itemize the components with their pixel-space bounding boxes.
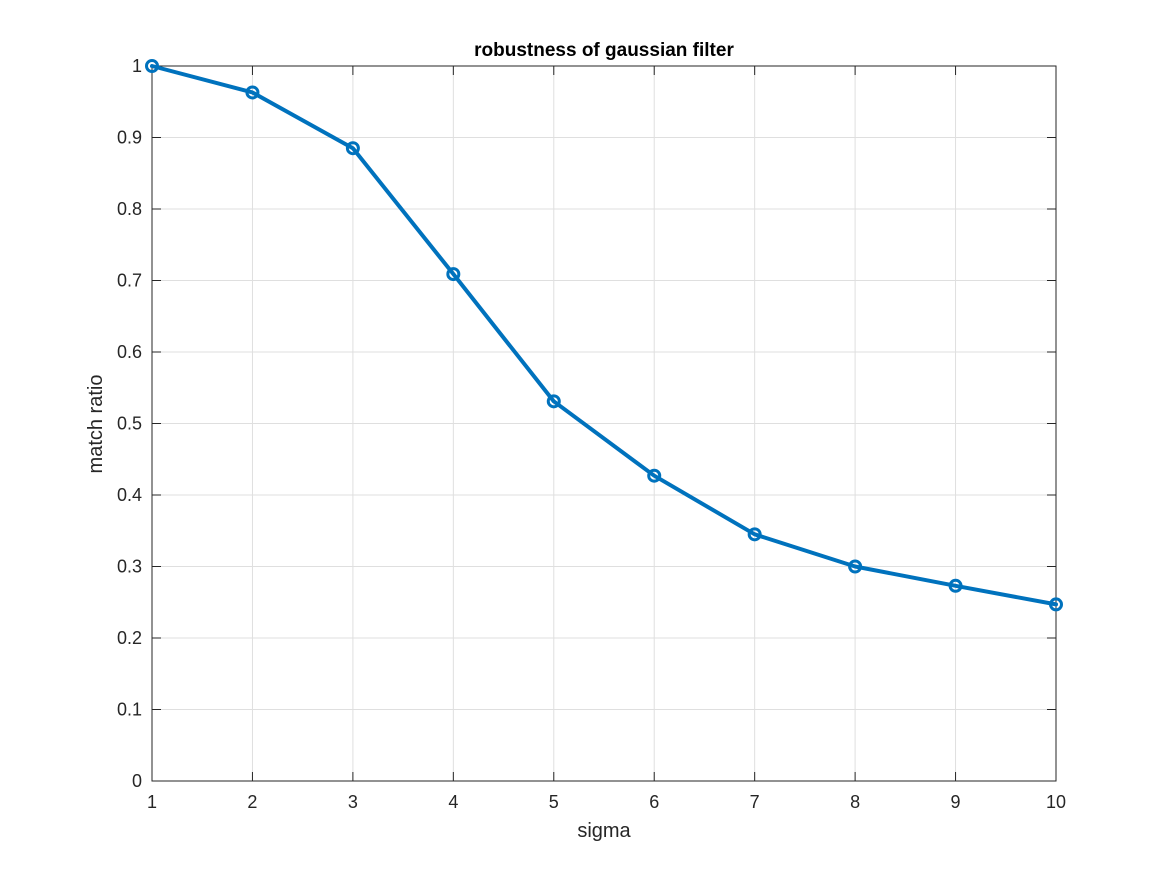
- data-point: [948, 578, 963, 593]
- x-tick-label: 1: [147, 792, 157, 812]
- data-point: [747, 527, 762, 542]
- x-tick-label: 7: [750, 792, 760, 812]
- y-axis-title: match ratio: [85, 375, 107, 474]
- data-point: [446, 267, 461, 282]
- series: [145, 59, 1063, 612]
- data-point: [1049, 597, 1063, 612]
- x-tick-label: 6: [649, 792, 659, 812]
- data-point: [546, 394, 561, 409]
- series-line: [150, 64, 1058, 607]
- x-tick-label: 3: [348, 792, 358, 812]
- y-tick-label: 0.6: [117, 342, 142, 362]
- x-axis-title: sigma: [577, 820, 631, 842]
- grid: [151, 65, 1057, 782]
- y-tick-label: 0.5: [117, 414, 142, 434]
- x-tick-label: 8: [850, 792, 860, 812]
- y-tick-label: 0.7: [117, 271, 142, 291]
- x-tick-label: 4: [448, 792, 458, 812]
- data-point: [245, 85, 260, 100]
- chart-title: robustness of gaussian filter: [474, 40, 734, 61]
- y-tick-label: 0.4: [117, 485, 142, 505]
- y-tick-label: 0.2: [117, 628, 142, 648]
- y-tick-label: 0: [132, 771, 142, 791]
- y-tick-label: 0.9: [117, 128, 142, 148]
- y-tick-label: 1: [132, 56, 142, 76]
- x-tick-label: 5: [549, 792, 559, 812]
- y-tick-label: 0.1: [117, 700, 142, 720]
- data-point: [848, 559, 863, 574]
- data-point: [345, 141, 360, 156]
- ticks: 1 2 3 4 5 6 7 8 9 10 0 0.1 0.2 0.3 0.4 0.5 0.6 0.7 0.8 0.9 1: [117, 56, 1066, 812]
- data-point: [145, 59, 159, 73]
- x-tick-label: 10: [1046, 792, 1066, 812]
- x-tick-label: 9: [951, 792, 961, 812]
- x-tick-label: 2: [247, 792, 257, 812]
- data-point: [647, 468, 662, 483]
- y-tick-label: 0.3: [117, 557, 142, 577]
- y-tick-label: 0.8: [117, 199, 142, 219]
